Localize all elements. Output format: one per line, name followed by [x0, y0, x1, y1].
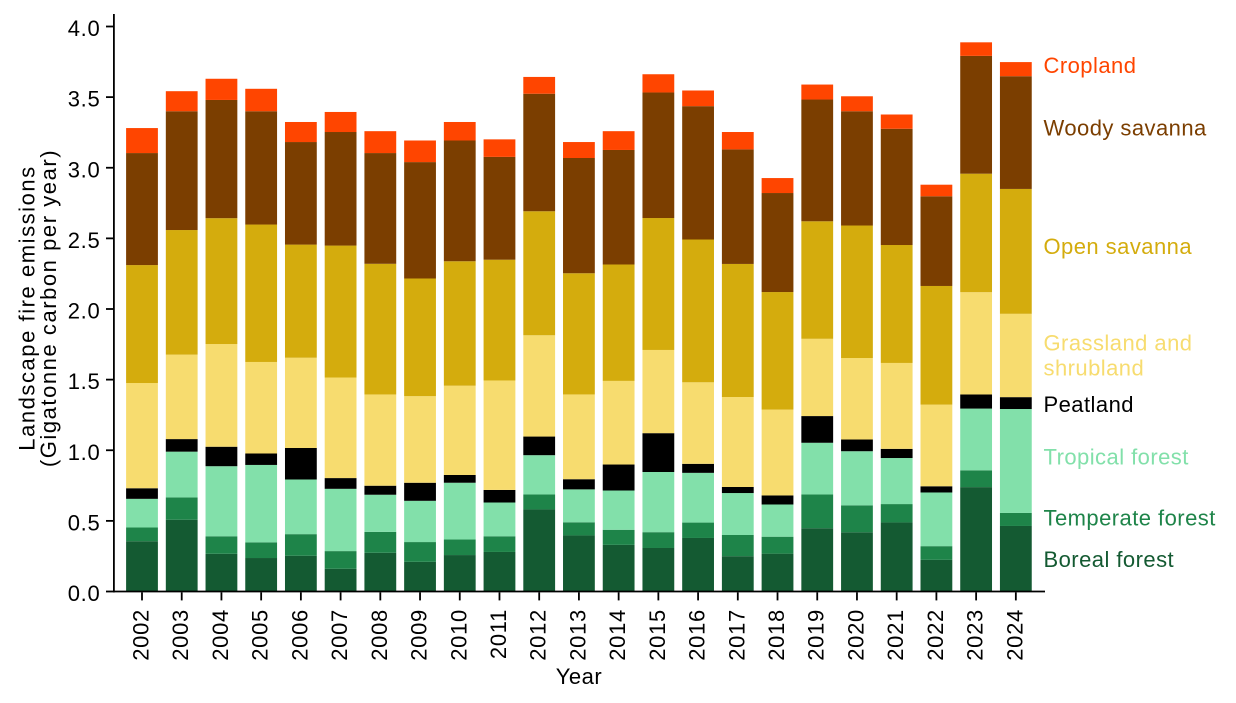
- svg-text:2002: 2002: [129, 609, 154, 661]
- svg-text:Cropland: Cropland: [1044, 53, 1137, 78]
- svg-text:1.5: 1.5: [68, 369, 101, 394]
- svg-text:2022: 2022: [923, 609, 948, 661]
- svg-text:Open savanna: Open savanna: [1044, 234, 1193, 259]
- svg-text:2021: 2021: [883, 609, 908, 661]
- svg-text:2.0: 2.0: [68, 299, 101, 324]
- svg-text:shrubland: shrubland: [1044, 356, 1145, 381]
- svg-text:2009: 2009: [407, 609, 432, 661]
- svg-text:Tropical forest: Tropical forest: [1044, 445, 1189, 470]
- svg-text:0.0: 0.0: [68, 581, 101, 606]
- svg-text:2004: 2004: [208, 609, 233, 661]
- svg-text:2.5: 2.5: [68, 228, 101, 253]
- svg-text:1.0: 1.0: [68, 440, 101, 465]
- svg-text:2003: 2003: [168, 609, 193, 661]
- svg-text:2016: 2016: [685, 609, 710, 661]
- svg-text:Woody savanna: Woody savanna: [1044, 116, 1208, 141]
- svg-text:2018: 2018: [764, 609, 789, 661]
- svg-text:2024: 2024: [1002, 609, 1027, 661]
- svg-text:Peatland: Peatland: [1044, 392, 1134, 417]
- svg-text:2005: 2005: [248, 609, 273, 661]
- svg-text:2012: 2012: [526, 609, 551, 661]
- svg-text:2013: 2013: [565, 609, 590, 661]
- svg-text:2014: 2014: [605, 609, 630, 661]
- svg-text:3.0: 3.0: [68, 157, 101, 182]
- svg-text:2015: 2015: [645, 609, 670, 661]
- svg-text:3.5: 3.5: [68, 87, 101, 112]
- svg-text:2011: 2011: [486, 609, 511, 659]
- svg-text:Year: Year: [556, 664, 602, 689]
- svg-text:(Gigatonne carbon per year): (Gigatonne carbon per year): [36, 149, 61, 467]
- svg-text:Boreal forest: Boreal forest: [1044, 547, 1175, 572]
- svg-text:0.5: 0.5: [68, 510, 101, 535]
- svg-text:2019: 2019: [804, 609, 829, 661]
- svg-text:Temperate forest: Temperate forest: [1044, 506, 1216, 531]
- svg-text:2020: 2020: [843, 609, 868, 661]
- svg-text:2007: 2007: [327, 609, 352, 661]
- svg-text:2008: 2008: [367, 609, 392, 661]
- svg-text:Landscape fire emissions: Landscape fire emissions: [15, 165, 40, 450]
- svg-text:2010: 2010: [446, 609, 471, 661]
- svg-text:2017: 2017: [724, 609, 749, 661]
- svg-text:2023: 2023: [963, 609, 988, 661]
- svg-text:Grassland and: Grassland and: [1044, 331, 1193, 356]
- svg-text:4.0: 4.0: [68, 16, 101, 41]
- svg-text:2006: 2006: [287, 609, 312, 661]
